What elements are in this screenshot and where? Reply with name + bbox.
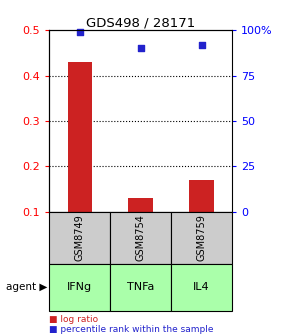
- Bar: [68, 62, 92, 212]
- Point: [199, 42, 204, 47]
- Bar: [110, 212, 171, 264]
- Text: agent ▶: agent ▶: [6, 282, 47, 292]
- Title: GDS498 / 28171: GDS498 / 28171: [86, 16, 195, 29]
- Bar: [49, 264, 110, 311]
- Point: [77, 29, 82, 35]
- Bar: [110, 264, 171, 311]
- Text: IFNg: IFNg: [67, 282, 92, 292]
- Text: IL4: IL4: [193, 282, 210, 292]
- Bar: [128, 198, 153, 212]
- Text: ■ log ratio: ■ log ratio: [49, 316, 98, 324]
- Text: GSM8759: GSM8759: [197, 214, 206, 261]
- Text: ■ percentile rank within the sample: ■ percentile rank within the sample: [49, 326, 214, 334]
- Bar: [171, 264, 232, 311]
- Bar: [171, 212, 232, 264]
- Text: GSM8754: GSM8754: [136, 214, 146, 261]
- Bar: [189, 180, 214, 212]
- Text: GSM8749: GSM8749: [75, 214, 85, 261]
- Bar: [49, 212, 110, 264]
- Text: TNFa: TNFa: [127, 282, 154, 292]
- Point: [138, 46, 143, 51]
